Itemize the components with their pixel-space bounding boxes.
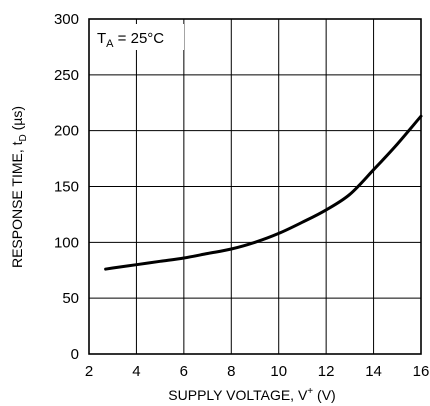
x-tick-label: 8	[227, 363, 235, 380]
x-label-sup: +	[307, 386, 313, 397]
y-label-sub: D	[18, 134, 29, 141]
annotation-rest: = 25°C	[114, 30, 165, 47]
x-tick-label: 6	[180, 363, 188, 380]
y-tick-label: 100	[54, 234, 79, 251]
y-tick-label: 200	[54, 123, 79, 140]
x-label-main: SUPPLY VOLTAGE, V	[168, 387, 308, 403]
x-tick-label: 16	[413, 363, 430, 380]
x-tick-labels: 2 4 6 8 10 12 14 16	[85, 363, 430, 380]
annotation-background	[92, 24, 184, 50]
y-tick-label: 0	[71, 346, 79, 363]
x-tick-label: 2	[85, 363, 93, 380]
series-line	[104, 114, 423, 271]
y-tick-label: 300	[54, 11, 79, 28]
x-tick-label: 4	[132, 363, 140, 380]
y-tick-label: 150	[54, 179, 79, 196]
x-axis-label: SUPPLY VOLTAGE, V+ (V)	[168, 386, 335, 403]
x-label-unit: (V)	[313, 387, 336, 403]
annotation-sub: A	[106, 38, 114, 50]
y-label-main: RESPONSE TIME, t	[9, 141, 25, 268]
x-tick-label: 10	[270, 363, 287, 380]
y-tick-label: 50	[62, 290, 79, 307]
annotation-main: T	[97, 30, 106, 47]
y-axis-label: RESPONSE TIME, tD (µs)	[9, 106, 29, 268]
y-label-unit: (µs)	[9, 106, 25, 134]
temperature-annotation: TA = 25°C	[97, 30, 164, 50]
y-tick-labels: 0 50 100 150 200 250 300	[54, 11, 79, 363]
x-tick-label: 12	[318, 363, 335, 380]
y-tick-label: 250	[54, 67, 79, 84]
x-tick-label: 14	[365, 363, 382, 380]
plot-frame	[88, 18, 422, 355]
grid	[88, 18, 422, 355]
